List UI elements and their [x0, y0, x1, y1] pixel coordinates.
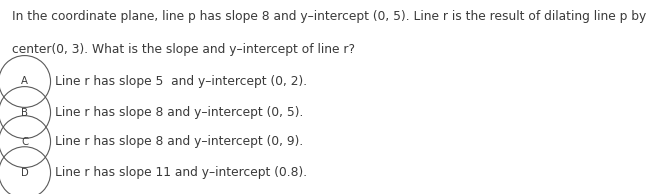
Text: Line r has slope 11 and y–intercept (0.8).: Line r has slope 11 and y–intercept (0.8… [55, 166, 307, 179]
Text: center(0, 3). What is the slope and y–intercept of line r?: center(0, 3). What is the slope and y–in… [12, 43, 354, 56]
Text: D: D [21, 168, 29, 178]
Text: Line r has slope 5  and y–intercept (0, 2).: Line r has slope 5 and y–intercept (0, 2… [55, 75, 307, 88]
Text: A: A [21, 76, 28, 87]
Text: In the coordinate plane, line p has slope 8 and y–intercept (0, 5). Line r is th: In the coordinate plane, line p has slop… [12, 10, 648, 23]
Text: B: B [21, 107, 28, 118]
Text: Line r has slope 8 and y–intercept (0, 9).: Line r has slope 8 and y–intercept (0, 9… [55, 135, 303, 148]
Text: Line r has slope 8 and y–intercept (0, 5).: Line r has slope 8 and y–intercept (0, 5… [55, 106, 303, 119]
Text: C: C [21, 137, 28, 147]
